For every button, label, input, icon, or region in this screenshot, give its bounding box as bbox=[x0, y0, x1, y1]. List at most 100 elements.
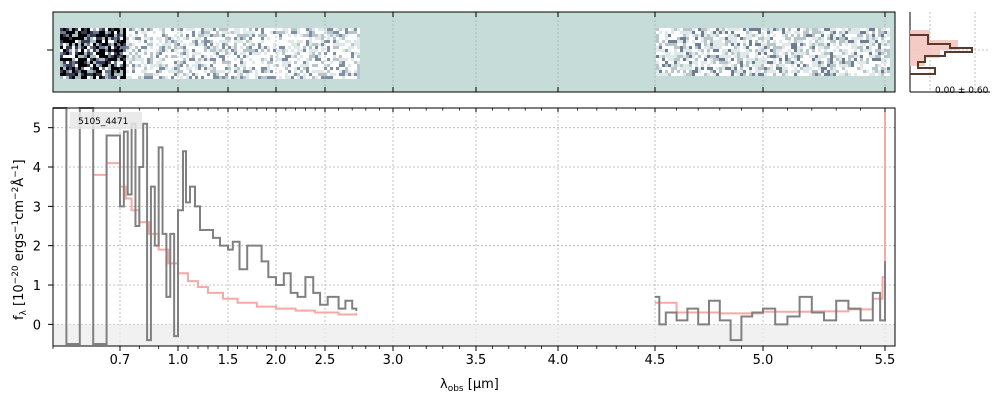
spectrum-2d-pixel bbox=[240, 73, 243, 76]
spectrum-2d-pixel bbox=[174, 28, 177, 31]
spectrum-2d-pixel bbox=[90, 76, 93, 79]
spectrum-2d-pixel bbox=[114, 70, 117, 73]
spectrum-2d-pixel bbox=[878, 37, 881, 40]
spectrum-2d-pixel bbox=[764, 49, 767, 52]
spectrum-2d-pixel bbox=[132, 46, 135, 49]
spectrum-2d-pixel bbox=[192, 49, 195, 52]
flux-point bbox=[355, 309, 357, 312]
spectrum-2d-pixel bbox=[707, 34, 710, 37]
spectrum-2d-pixel bbox=[219, 61, 222, 64]
spectrum-2d-pixel bbox=[273, 70, 276, 73]
spectrum-2d-pixel bbox=[348, 61, 351, 64]
spectrum-2d-pixel bbox=[288, 64, 291, 67]
spectrum-2d-pixel bbox=[809, 49, 812, 52]
spectrum-2d-pixel bbox=[674, 49, 677, 52]
spectrum-2d-pixel bbox=[734, 28, 737, 31]
spectrum-2d-pixel bbox=[674, 67, 677, 70]
spectrum-2d-pixel bbox=[246, 67, 249, 70]
spectrum-2d-pixel bbox=[842, 40, 845, 43]
spectrum-2d-pixel bbox=[285, 40, 288, 43]
spectrum-2d-pixel bbox=[773, 58, 776, 61]
spectrum-2d-pixel bbox=[165, 46, 168, 49]
spectrum-2d-pixel bbox=[291, 40, 294, 43]
spectrum-2d-pixel bbox=[656, 52, 659, 55]
spectrum-2d-pixel bbox=[327, 52, 330, 55]
spectrum-2d-pixel bbox=[141, 73, 144, 76]
spectrum-2d-pixel bbox=[198, 31, 201, 34]
spectrum-2d-pixel bbox=[63, 37, 66, 40]
spectrum-2d-pixel bbox=[797, 49, 800, 52]
spectrum-2d-pixel bbox=[162, 34, 165, 37]
spectrum-2d-pixel bbox=[303, 43, 306, 46]
spectrum-2d-pixel bbox=[752, 40, 755, 43]
spectrum-2d-pixel bbox=[177, 52, 180, 55]
spectrum-2d-pixel bbox=[252, 67, 255, 70]
series-layer bbox=[52, 107, 886, 346]
spectrum-2d-pixel bbox=[788, 28, 791, 31]
spectrum-2d-pixel bbox=[264, 58, 267, 61]
spectrum-2d-pixel bbox=[878, 31, 881, 34]
spectrum-2d-pixel bbox=[315, 46, 318, 49]
spectrum-2d-pixel bbox=[800, 52, 803, 55]
spectrum-2d-pixel bbox=[746, 52, 749, 55]
spectrum-2d-pixel bbox=[683, 70, 686, 73]
spectrum-2d-pixel bbox=[216, 49, 219, 52]
spectrum-2d-pixel bbox=[309, 43, 312, 46]
spectrum-2d-pixel bbox=[839, 49, 842, 52]
spectrum-2d-pixel bbox=[785, 58, 788, 61]
spectrum-2d-pixel bbox=[794, 34, 797, 37]
spectrum-2d-pixel bbox=[174, 34, 177, 37]
spectrum-2d-pixel bbox=[821, 46, 824, 49]
spectrum-2d-pixel bbox=[677, 52, 680, 55]
spectrum-2d-pixel bbox=[782, 64, 785, 67]
spectrum-2d-pixel bbox=[261, 52, 264, 55]
spectrum-2d-pixel bbox=[863, 34, 866, 37]
flux-point bbox=[884, 260, 886, 263]
spectrum-2d-pixel bbox=[315, 37, 318, 40]
spectrum-2d-pixel bbox=[788, 37, 791, 40]
spectrum-2d-pixel bbox=[797, 52, 800, 55]
spectrum-2d-pixel bbox=[249, 58, 252, 61]
spectrum-2d-pixel bbox=[327, 61, 330, 64]
spectrum-2d-pixel bbox=[285, 58, 288, 61]
spectrum-2d-pixel bbox=[201, 43, 204, 46]
spectrum-2d-pixel bbox=[788, 58, 791, 61]
spectrum-2d-pixel bbox=[144, 67, 147, 70]
spectrum-2d-pixel bbox=[93, 64, 96, 67]
spectrum-2d-pixel bbox=[171, 58, 174, 61]
spectrum-2d-pixel bbox=[144, 37, 147, 40]
spectrum-2d-pixel bbox=[240, 43, 243, 46]
spectrum-2d-pixel bbox=[99, 34, 102, 37]
spectrum-2d-pixel bbox=[695, 37, 698, 40]
spectrum-2d-pixel bbox=[282, 49, 285, 52]
spectrum-2d-pixel bbox=[824, 67, 827, 70]
spectrum-2d-pixel bbox=[168, 67, 171, 70]
spectrum-2d-pixel bbox=[683, 58, 686, 61]
spectrum-2d-pixel bbox=[818, 49, 821, 52]
spectrum-2d-pixel bbox=[689, 40, 692, 43]
spectrum-2d-pixel bbox=[243, 40, 246, 43]
spectrum-2d-pixel bbox=[108, 31, 111, 34]
spectrum-2d-pixel bbox=[282, 37, 285, 40]
spectrum-2d-pixel bbox=[779, 70, 782, 73]
spectrum-2d-pixel bbox=[683, 55, 686, 58]
spectrum-2d-pixel bbox=[680, 58, 683, 61]
spectrum-2d-pixel bbox=[324, 64, 327, 67]
spectrum-2d-pixel bbox=[261, 76, 264, 79]
spectrum-2d-pixel bbox=[165, 43, 168, 46]
x-tick-label: 3.5 bbox=[466, 353, 487, 368]
spectrum-2d-pixel bbox=[791, 31, 794, 34]
spectrum-2d-pixel bbox=[704, 49, 707, 52]
spectrum-2d-pixel bbox=[126, 76, 129, 79]
spectrum-2d-pixel bbox=[794, 52, 797, 55]
spectrum-2d-pixel bbox=[213, 49, 216, 52]
spectrum-2d-pixel bbox=[674, 52, 677, 55]
spectrum-2d-pixel bbox=[758, 43, 761, 46]
spectrum-2d-pixel bbox=[177, 64, 180, 67]
spectrum-2d-pixel bbox=[354, 31, 357, 34]
spectrum-2d-pixel bbox=[716, 64, 719, 67]
flux-point bbox=[327, 296, 329, 298]
spectrum-2d-pixel bbox=[809, 46, 812, 49]
spectrum-2d-pixel bbox=[704, 40, 707, 43]
spectrum-2d-pixel bbox=[740, 37, 743, 40]
